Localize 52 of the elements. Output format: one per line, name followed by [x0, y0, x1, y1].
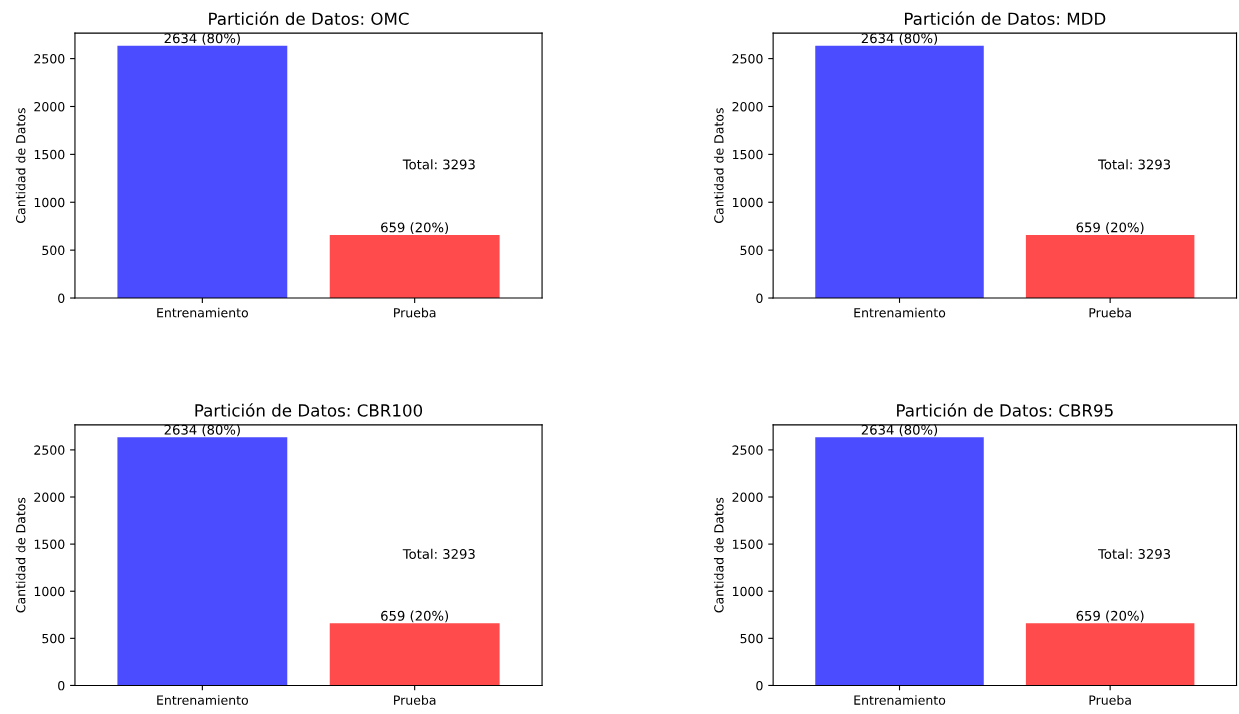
data-label: 2634 (80%)	[861, 424, 938, 437]
data-label: 659 (20%)	[381, 222, 449, 234]
y-tick-label: 2500	[732, 445, 763, 455]
data-label: 2634 (80%)	[164, 424, 240, 437]
y-tick-label: 1500	[34, 149, 65, 160]
y-tick-label: 1000	[732, 586, 763, 597]
y-tick-label: 1000	[732, 197, 763, 208]
annotation: Total: 3293	[1098, 548, 1171, 559]
chart-title: Partición de Datos: CBR95	[897, 403, 1113, 417]
data-label: 2634 (80%)	[164, 33, 240, 45]
y-tick-label: 1500	[34, 539, 65, 550]
x-tick-label: Prueba	[1089, 695, 1131, 705]
y-axis-title: Cantidad de Datos	[15, 497, 26, 613]
data-label: 2634 (80%)	[861, 33, 938, 45]
y-axis-title: Cantidad de Datos	[713, 497, 724, 613]
y-tick-label: 2000	[34, 492, 65, 502]
y-tick-label: 0	[756, 680, 763, 691]
y-tick-label: 2500	[34, 445, 65, 455]
x-tick-label: Entrenamiento	[854, 307, 946, 318]
annotation: Total: 3293	[1098, 159, 1171, 170]
y-tick-label: 1000	[34, 586, 65, 597]
y-tick-label: 500	[740, 633, 763, 644]
y-tick-label: 2500	[732, 54, 763, 64]
y-tick-label: 2000	[732, 101, 763, 112]
chart-title: Partición de Datos: CBR100	[195, 403, 423, 417]
x-tick-label: Prueba	[394, 307, 436, 318]
x-tick-label: Prueba	[1089, 307, 1131, 318]
data-label: 659 (20%)	[1076, 222, 1144, 234]
y-axis-title: Cantidad de Datos	[713, 108, 724, 223]
chart-title: Partición de Datos: MDD	[905, 11, 1106, 26]
y-tick-label: 2000	[732, 492, 763, 502]
x-tick-label: Entrenamiento	[157, 695, 248, 705]
y-tick-label: 0	[58, 680, 65, 691]
y-tick-label: 1500	[732, 539, 763, 550]
y-tick-label: 0	[756, 293, 763, 303]
y-tick-label: 500	[42, 633, 65, 644]
y-tick-label: 1500	[732, 149, 763, 160]
annotation: Total: 3293	[402, 548, 475, 559]
y-tick-label: 500	[42, 245, 65, 256]
y-tick-label: 1000	[34, 197, 65, 208]
x-tick-label: Entrenamiento	[157, 307, 248, 318]
data-label: 659 (20%)	[381, 610, 449, 623]
y-tick-label: 2500	[34, 54, 65, 64]
y-axis-title: Cantidad de Datos	[15, 108, 26, 223]
y-tick-label: 0	[58, 293, 65, 303]
y-tick-label: 500	[740, 245, 763, 256]
annotation: Total: 3293	[402, 159, 475, 170]
x-tick-label: Entrenamiento	[854, 695, 946, 705]
chart-title: Partición de Datos: OMC	[209, 11, 409, 26]
data-label: 659 (20%)	[1076, 610, 1144, 623]
y-tick-label: 2000	[34, 101, 65, 112]
x-tick-label: Prueba	[394, 695, 436, 705]
